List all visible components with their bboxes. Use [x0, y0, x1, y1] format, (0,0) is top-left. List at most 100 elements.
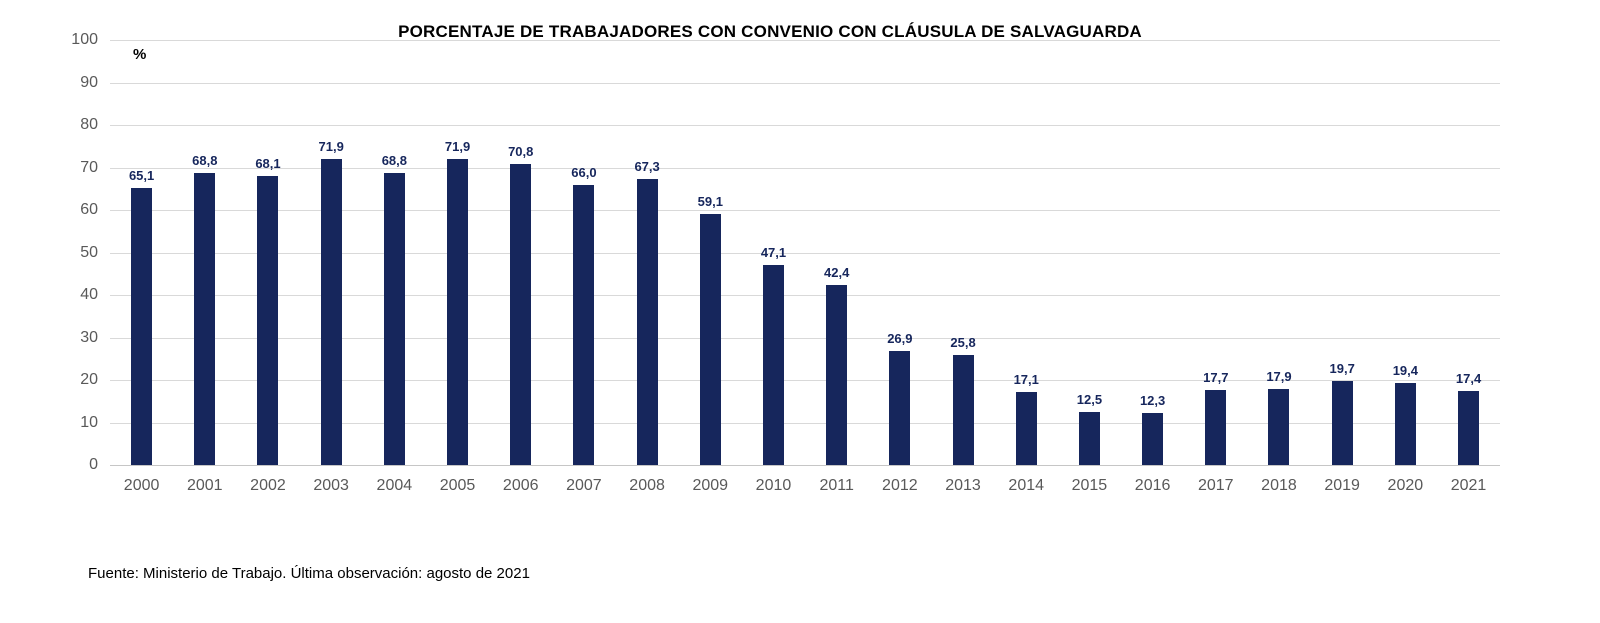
bar-value-label-2019: 19,7	[1329, 361, 1355, 377]
bar-slot-2015: 12,5	[1058, 40, 1121, 465]
x-tick-label-2004: 2004	[376, 477, 413, 494]
gridline-10	[110, 422, 1500, 424]
bar-value-label-2004: 68,8	[381, 152, 407, 168]
y-tick-label-70: 70	[80, 158, 98, 176]
bar-2007	[573, 184, 595, 465]
x-axis-tick-labels: 2000 2001 2002 2003 2004 2005 2006 2007 2008 2009…	[110, 477, 1500, 495]
bar-slot-2016: 12,3	[1121, 40, 1184, 465]
bar-slot-2004: 68,8	[363, 40, 426, 465]
bar-2019	[1331, 381, 1353, 465]
bar-slot-2021: 17,4	[1437, 40, 1500, 465]
y-tick-label-80: 80	[80, 116, 98, 133]
x-tick-label-2007: 2007	[566, 477, 602, 494]
x-tick-label-2017: 2017	[1197, 477, 1234, 494]
y-tick-label-40: 40	[80, 286, 98, 303]
bar-slot-2001: 68,8	[173, 40, 236, 465]
gridline-70	[110, 167, 1500, 169]
bar-slot-2013: 25,8	[931, 40, 994, 465]
bar-2012	[889, 350, 911, 465]
bar-slot-2000: 65,1	[110, 40, 173, 465]
bar-value-label-2009: 59,1	[697, 193, 723, 209]
bar-2003	[320, 159, 342, 465]
bar-2016	[1142, 412, 1164, 465]
gridline-100	[110, 40, 1500, 41]
bar-value-label-2018: 17,9	[1266, 368, 1292, 384]
x-tick-label-2013: 2013	[945, 477, 981, 494]
bar-2002	[257, 175, 279, 465]
x-tick-label-2010: 2010	[755, 477, 792, 494]
bar-value-label-2003: 71,9	[318, 139, 344, 155]
y-tick-label-90: 90	[80, 73, 98, 91]
gridline-90	[110, 82, 1500, 84]
x-tick-label-2011: 2011	[819, 477, 854, 494]
x-tick-label-2001: 2001	[186, 477, 223, 494]
y-axis-unit-label: %	[133, 46, 147, 63]
gridline-40	[110, 295, 1500, 296]
bar-slot-2014: 17,1	[995, 40, 1058, 465]
bar-value-label-2014: 17,1	[1013, 372, 1039, 388]
bar-2011	[826, 284, 848, 465]
bar-2005	[447, 159, 469, 465]
x-tick-label-2006: 2006	[502, 477, 539, 494]
y-tick-label-20: 20	[80, 371, 98, 388]
gridline-30	[110, 337, 1500, 339]
bar-slot-2010: 47,1	[742, 40, 805, 465]
bars-container: 65,1 68,8 68,1 71,9 68,8 71,9 70,8 66,0 67,3 59,1…	[110, 40, 1500, 465]
bar-value-label-2012: 26,9	[887, 330, 913, 346]
bar-2001	[194, 172, 216, 465]
bar-2008	[636, 178, 658, 465]
gridline-20	[110, 380, 1500, 381]
bar-slot-2018: 17,9	[1247, 40, 1310, 465]
bar-2018	[1268, 388, 1290, 465]
gridline-50	[110, 252, 1500, 254]
x-tick-label-2005: 2005	[439, 477, 476, 494]
x-tick-label-2000: 2000	[123, 477, 160, 494]
bar-2004	[383, 172, 405, 465]
chart-title: PORCENTAJE DE TRABAJADORES CON CONVENIO …	[398, 22, 1142, 41]
bar-slot-2017: 17,7	[1184, 40, 1247, 465]
bar-value-label-2020: 19,4	[1392, 362, 1418, 378]
x-tick-label-2003: 2003	[313, 477, 349, 494]
bar-2006	[510, 164, 532, 465]
x-tick-label-2014: 2014	[1008, 477, 1045, 494]
bar-2014	[1015, 392, 1037, 465]
bar-2009	[699, 213, 721, 465]
bar-slot-2019: 19,7	[1311, 40, 1374, 465]
x-tick-label-2018: 2018	[1261, 477, 1297, 494]
plot-area: 0 10 20 30 40 50 60 70 80 90 100 65,1 68,8 68,1 71,9 6…	[71, 31, 1500, 473]
y-tick-label-30: 30	[80, 328, 98, 346]
bar-slot-2020: 19,4	[1374, 40, 1437, 465]
bar-2013	[952, 355, 974, 465]
bar-value-label-2000: 65,1	[128, 168, 155, 184]
bar-value-label-2010: 47,1	[760, 244, 787, 260]
bar-2020	[1394, 382, 1416, 465]
bar-value-label-2007: 66,0	[571, 164, 597, 180]
x-tick-label-2016: 2016	[1134, 477, 1171, 494]
bar-value-label-2016: 12,3	[1139, 392, 1166, 408]
bar-value-label-2013: 25,8	[950, 335, 976, 351]
bar-2021	[1458, 391, 1480, 465]
x-tick-label-2009: 2009	[692, 477, 729, 494]
bar-value-label-2017: 17,7	[1203, 369, 1229, 385]
bar-slot-2005: 71,9	[426, 40, 489, 465]
bar-2000	[131, 188, 153, 465]
bar-slot-2008: 67,3	[616, 40, 679, 465]
bar-slot-2003: 71,9	[300, 40, 363, 465]
bar-2010	[762, 264, 784, 465]
bar-value-label-2011: 42,4	[824, 264, 850, 280]
x-tick-label-2020: 2020	[1387, 477, 1424, 494]
bar-value-label-2001: 68,8	[192, 152, 218, 168]
bar-value-label-2006: 70,8	[508, 144, 534, 160]
bar-slot-2012: 26,9	[868, 40, 931, 465]
x-tick-label-2019: 2019	[1324, 477, 1360, 494]
bar-value-label-2021: 17,4	[1455, 371, 1482, 387]
bar-value-label-2002: 68,1	[255, 155, 281, 171]
gridline-60	[110, 210, 1500, 211]
gridline-0	[110, 465, 1500, 466]
bar-value-label-2005: 71,9	[444, 139, 471, 155]
bar-2015	[1078, 411, 1100, 465]
bar-slot-2002: 68,1	[236, 40, 299, 465]
bar-2017	[1205, 389, 1227, 465]
bar-slot-2011: 42,4	[805, 40, 868, 465]
